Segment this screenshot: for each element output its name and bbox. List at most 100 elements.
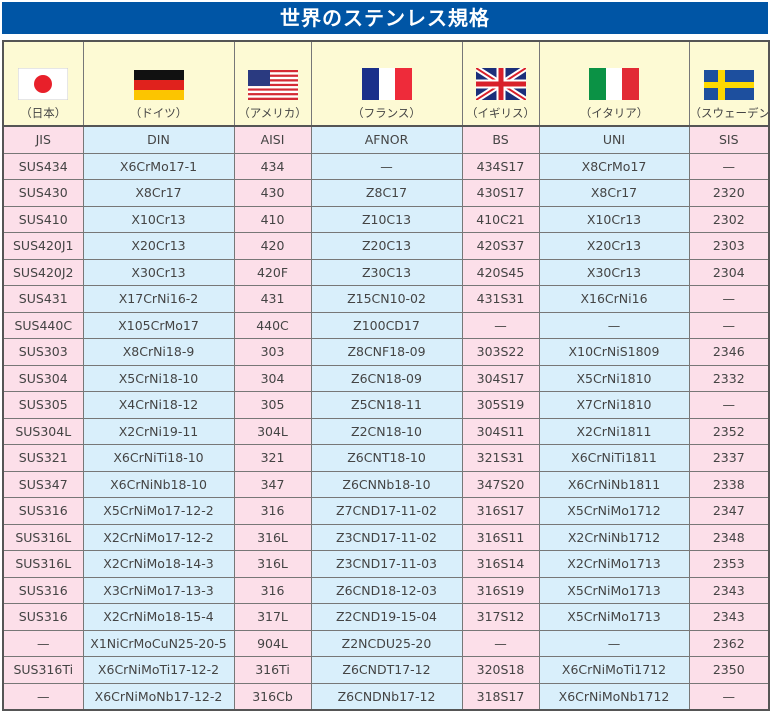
cell-uni: X6CrNiMoNb1712 [538, 682, 690, 711]
cell-aisi: 434 [233, 152, 312, 180]
table-row: SUS316Ti X6CrNiMoTi17-12-2 316Ti Z6CNDT17-1… [2, 656, 770, 684]
country-label: （スウェーデン） [688, 100, 770, 127]
cell-bs: 321S31 [461, 444, 540, 472]
cell-aisi: 347 [233, 470, 312, 498]
table-row: SUS316 X2CrNiMo18-15-4 317L Z2CND19-15-04 31… [2, 603, 770, 631]
cell-bs: 420S37 [461, 232, 540, 260]
cell-sis: 2343 [688, 576, 770, 604]
cell-uni: X30Cr13 [538, 258, 690, 286]
cell-jis: SUS305 [2, 391, 84, 419]
flag-cell-japan [2, 40, 84, 100]
cell-jis: — [2, 682, 84, 711]
flag-cell-sweden [688, 40, 770, 100]
cell-bs: 430S17 [461, 179, 540, 207]
cell-sis: 2347 [688, 497, 770, 525]
cell-uni: X10Cr13 [538, 205, 690, 233]
cell-din: X17CrNi16-2 [82, 285, 235, 313]
cell-aisi: 316Ti [233, 656, 312, 684]
cell-aisi: 317L [233, 603, 312, 631]
cell-afnor: Z3CND17-11-03 [310, 550, 463, 578]
cell-din: X6CrNiMoTi17-12-2 [82, 656, 235, 684]
cell-bs: 316S17 [461, 497, 540, 525]
cell-aisi: 321 [233, 444, 312, 472]
cell-jis: SUS304L [2, 417, 84, 445]
cell-uni: X2CrNiNb1712 [538, 523, 690, 551]
cell-sis: 2302 [688, 205, 770, 233]
cell-jis: SUS420J1 [2, 232, 84, 260]
italy-flag-icon [589, 68, 639, 100]
cell-jis: SUS316Ti [2, 656, 84, 684]
cell-aisi: 420 [233, 232, 312, 260]
usa-flag-icon [247, 70, 298, 100]
flag-cell-germany [82, 40, 235, 100]
cell-aisi: 410 [233, 205, 312, 233]
cell-aisi: 440C [233, 311, 312, 339]
cell-afnor: Z8CNF18-09 [310, 338, 463, 366]
cell-uni: X7CrNi1810 [538, 391, 690, 419]
cell-afnor: Z20C13 [310, 232, 463, 260]
cell-afnor: Z15CN10-02 [310, 285, 463, 313]
cell-bs: 420S45 [461, 258, 540, 286]
flag-cell-uk [461, 40, 540, 100]
cell-din: X105CrMo17 [82, 311, 235, 339]
cell-jis: — [2, 629, 84, 657]
cell-aisi: 316Cb [233, 682, 312, 711]
cell-bs: 305S19 [461, 391, 540, 419]
country-label: （ドイツ） [82, 100, 235, 127]
cell-din: X5CrNiMo17-12-2 [82, 497, 235, 525]
cell-bs: 318S17 [461, 682, 540, 711]
cell-bs: 304S11 [461, 417, 540, 445]
cell-aisi: 303 [233, 338, 312, 366]
cell-sis: 2337 [688, 444, 770, 472]
cell-jis: SUS316L [2, 550, 84, 578]
cell-bs: 316S14 [461, 550, 540, 578]
flag-cell-france [310, 40, 463, 100]
cell-sis: 2304 [688, 258, 770, 286]
column-header-sis: SIS [688, 125, 770, 154]
cell-uni: X6CrNiMoTi1712 [538, 656, 690, 684]
cell-bs: — [461, 311, 540, 339]
cell-din: X20Cr13 [82, 232, 235, 260]
cell-uni: X5CrNiMo1712 [538, 497, 690, 525]
cell-jis: SUS431 [2, 285, 84, 313]
cell-aisi: 304L [233, 417, 312, 445]
cell-jis: SUS420J2 [2, 258, 84, 286]
table-row: SUS303 X8CrNi18-9 303 Z8CNF18-09 303S22 X10Cr… [2, 338, 770, 366]
country-label: （日本） [2, 100, 84, 127]
cell-sis: — [688, 152, 770, 180]
cell-jis: SUS303 [2, 338, 84, 366]
cell-aisi: 430 [233, 179, 312, 207]
table-row: — X6CrNiMoNb17-12-2 316Cb Z6CNDNb17-12 318S1… [2, 682, 770, 711]
cell-sis: — [688, 285, 770, 313]
table-row: SUS347 X6CrNiNb18-10 347 Z6CNNb18-10 347S20 X… [2, 470, 770, 498]
table-row: SUS410 X10Cr13 410 Z10C13 410C21 X10Cr13 2302 [2, 205, 770, 233]
cell-din: X2CrNiMo18-14-3 [82, 550, 235, 578]
cell-bs: 304S17 [461, 364, 540, 392]
cell-bs: 316S19 [461, 576, 540, 604]
country-label: （フランス） [310, 100, 463, 127]
cell-jis: SUS347 [2, 470, 84, 498]
cell-sis: 2320 [688, 179, 770, 207]
cell-bs: 303S22 [461, 338, 540, 366]
cell-aisi: 316 [233, 497, 312, 525]
cell-uni: X8CrMo17 [538, 152, 690, 180]
cell-afnor: Z2NCDU25-20 [310, 629, 463, 657]
cell-jis: SUS434 [2, 152, 84, 180]
stainless-standards-table: （日本） （ドイツ） （アメリカ） （フランス） （イギリス） （イタリア） （スウェーデン… [2, 40, 770, 711]
cell-uni: X8Cr17 [538, 179, 690, 207]
column-header-afnor: AFNOR [310, 125, 463, 154]
cell-jis: SUS316 [2, 497, 84, 525]
cell-din: X6CrNiTi18-10 [82, 444, 235, 472]
cell-din: X1NiCrMoCuN25-20-5 [82, 629, 235, 657]
cell-aisi: 431 [233, 285, 312, 313]
cell-aisi: 316L [233, 523, 312, 551]
cell-uni: X16CrNi16 [538, 285, 690, 313]
column-header-aisi: AISI [233, 125, 312, 154]
cell-din: X2CrNi19-11 [82, 417, 235, 445]
cell-din: X5CrNi18-10 [82, 364, 235, 392]
cell-din: X4CrNi18-12 [82, 391, 235, 419]
flag-row [2, 40, 770, 100]
cell-uni: X2CrNi1811 [538, 417, 690, 445]
cell-sis: — [688, 391, 770, 419]
column-header-jis: JIS [2, 125, 84, 154]
